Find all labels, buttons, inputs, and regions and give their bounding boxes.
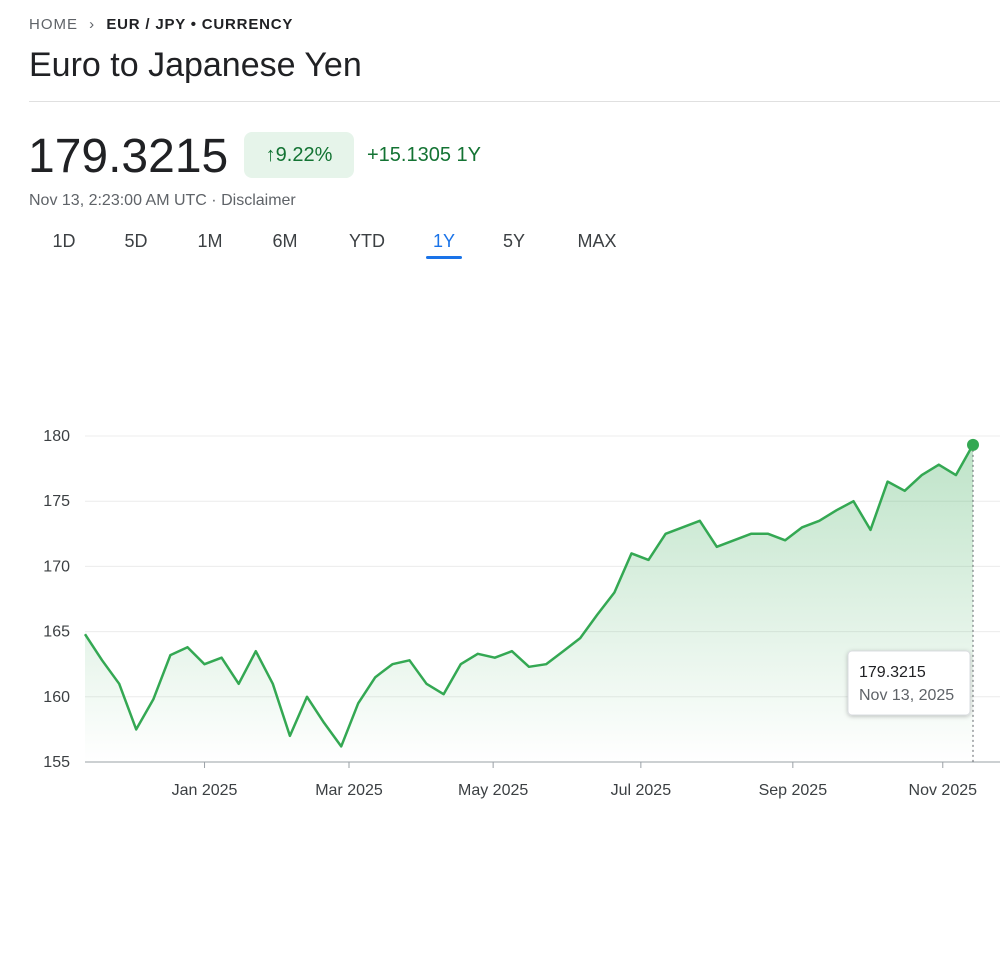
selected-underline: [426, 256, 462, 259]
tooltip: 179.3215 Nov 13, 2025: [847, 650, 971, 716]
y-tick-label: 180: [43, 428, 70, 445]
line: [83, 444, 975, 748]
breadcrumb-current: EUR / JPY • CURRENCY: [106, 16, 294, 33]
page-title: Euro to Japanese Yen: [29, 46, 362, 84]
breadcrumb-home[interactable]: HOME: [29, 16, 78, 33]
price: 179.3215: [28, 130, 229, 183]
x-tick-label: Jan 2025: [172, 782, 238, 799]
page: HOME › EUR / JPY • CURRENCY Euro to Japa…: [28, 16, 1000, 799]
timestamp: Nov 13, 2:23:00 AM UTC: [29, 192, 207, 209]
y-tick-label: 155: [43, 754, 70, 771]
x-tick-label: Mar 2025: [315, 782, 383, 799]
y-tick-label: 165: [43, 624, 70, 641]
breadcrumb: HOME › EUR / JPY • CURRENCY: [29, 16, 293, 33]
tooltip-value: 179.3215: [859, 664, 926, 681]
y-tick-label: 175: [43, 493, 70, 510]
last-point: [967, 438, 979, 451]
x-tick-label: Sep 2025: [759, 782, 828, 799]
up-arrow: ↑: [265, 144, 276, 166]
timestamp-row: Nov 13, 2:23:00 AM UTC · Disclaimer: [29, 192, 296, 209]
range-tab[interactable]: 5Y: [502, 231, 526, 251]
disclaimer-link[interactable]: Disclaimer: [221, 192, 296, 209]
area: [85, 444, 973, 762]
range-tab[interactable]: YTD: [349, 231, 385, 251]
breadcrumb-separator: ›: [89, 16, 96, 33]
y-tick-label: 170: [43, 558, 70, 575]
change: +15.1305 1Y: [367, 144, 481, 166]
x-tick-label: Nov 2025: [909, 782, 978, 799]
range-tab[interactable]: 6M: [272, 231, 298, 251]
range-tab[interactable]: 1D: [52, 231, 76, 251]
y-tick-label: 160: [43, 689, 70, 706]
x-tick-label: May 2025: [458, 782, 528, 799]
change-percent: 9.22%: [275, 144, 333, 166]
range-tab[interactable]: MAX: [577, 231, 617, 251]
change-pill: ↑9.22%: [244, 132, 354, 178]
divider: [29, 101, 1000, 102]
range-tab[interactable]: 1M: [197, 231, 223, 251]
tooltip-box: [847, 650, 971, 716]
range-tab[interactable]: 5D: [124, 231, 148, 251]
tooltip-date: Nov 13, 2025: [859, 687, 954, 704]
chart: 155 160 165 170 175 180 Jan 2025 Mar 2025 May 20…: [43, 428, 1000, 799]
range-tab[interactable]: 1Y: [432, 231, 456, 251]
x-tick-label: Jul 2025: [611, 782, 672, 799]
